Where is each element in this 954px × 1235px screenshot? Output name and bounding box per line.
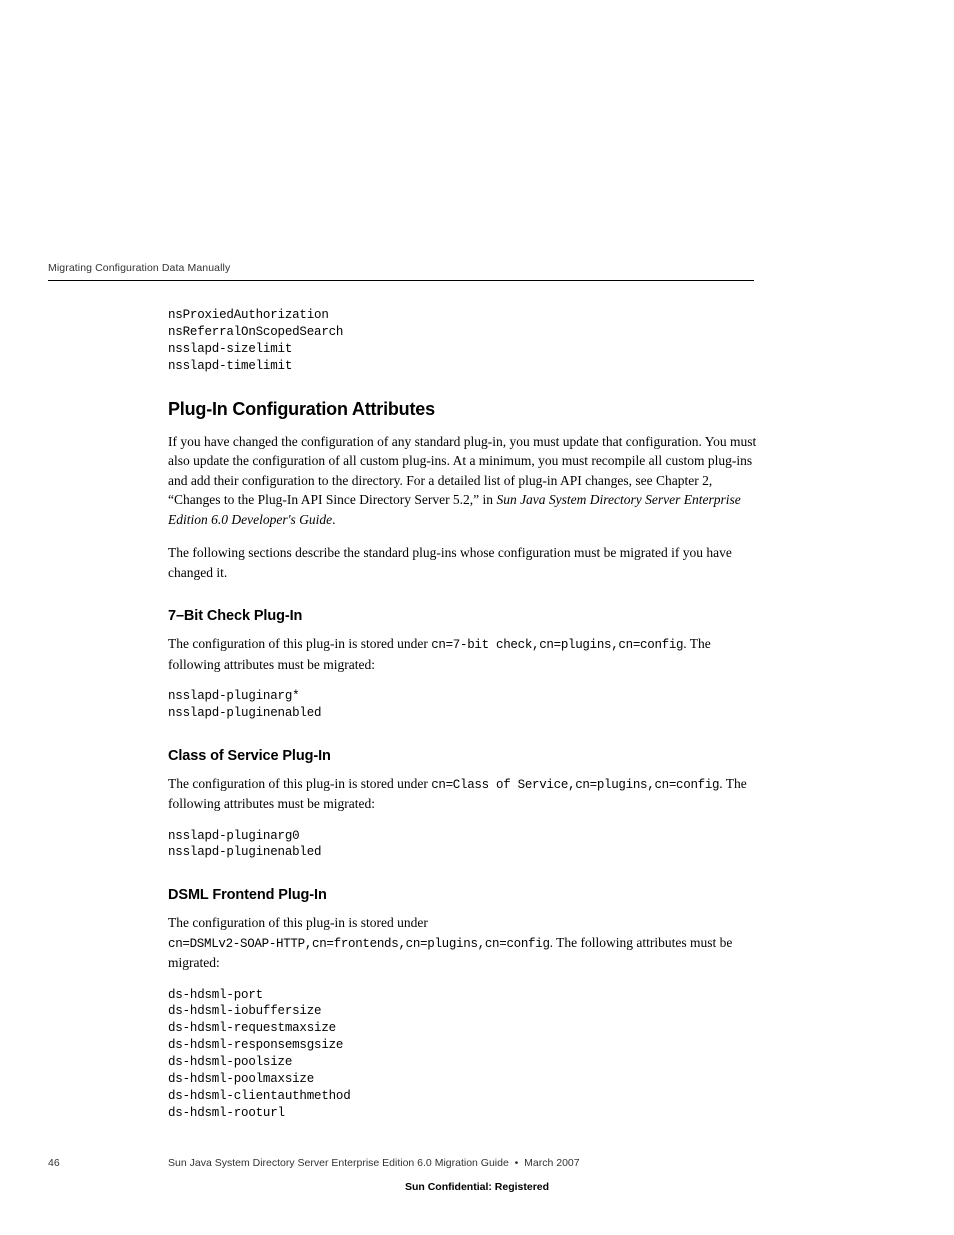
paragraph: The configuration of this plug-in is sto… bbox=[168, 774, 758, 814]
paragraph: The configuration of this plug-in is sto… bbox=[168, 913, 758, 972]
code-line: nsslapd-sizelimit bbox=[168, 341, 758, 358]
inline-code: cn=DSMLv2-SOAP-HTTP,cn=frontends,cn=plug… bbox=[168, 937, 550, 951]
code-line: nsslapd-pluginarg* bbox=[168, 688, 758, 705]
subsection-heading: Class of Service Plug-In bbox=[168, 748, 758, 764]
code-line: ds-hdsml-clientauthmethod bbox=[168, 1088, 758, 1105]
inline-code: cn=Class of Service,cn=plugins,cn=config bbox=[431, 778, 719, 792]
running-header: Migrating Configuration Data Manually bbox=[48, 262, 754, 281]
code-line: ds-hdsml-responsemsgsize bbox=[168, 1037, 758, 1054]
paragraph-text: The configuration of this plug-in is sto… bbox=[168, 636, 431, 651]
paragraph: If you have changed the configuration of… bbox=[168, 432, 758, 530]
code-line: nsslapd-pluginenabled bbox=[168, 705, 758, 722]
attribute-list: nsslapd-pluginarg0 nsslapd-pluginenabled bbox=[168, 828, 758, 862]
confidential-notice: Sun Confidential: Registered bbox=[48, 1181, 906, 1193]
footer-doc-title: Sun Java System Directory Server Enterpr… bbox=[168, 1157, 580, 1169]
code-line: ds-hdsml-port bbox=[168, 987, 758, 1004]
top-attribute-list: nsProxiedAuthorization nsReferralOnScope… bbox=[168, 307, 758, 375]
page-number: 46 bbox=[48, 1157, 168, 1169]
paragraph: The configuration of this plug-in is sto… bbox=[168, 634, 758, 674]
code-line: ds-hdsml-poolmaxsize bbox=[168, 1071, 758, 1088]
code-line: nsslapd-pluginenabled bbox=[168, 844, 758, 861]
code-line: nsslapd-timelimit bbox=[168, 358, 758, 375]
paragraph-text: The configuration of this plug-in is sto… bbox=[168, 776, 431, 791]
subsection-heading: DSML Frontend Plug-In bbox=[168, 887, 758, 903]
inline-code: cn=7-bit check,cn=plugins,cn=config bbox=[431, 638, 683, 652]
subsection-heading: 7–Bit Check Plug-In bbox=[168, 608, 758, 624]
code-line: nsslapd-pluginarg0 bbox=[168, 828, 758, 845]
page-footer: 46Sun Java System Directory Server Enter… bbox=[48, 1157, 906, 1193]
paragraph-text: The configuration of this plug-in is sto… bbox=[168, 915, 428, 930]
code-line: nsProxiedAuthorization bbox=[168, 307, 758, 324]
code-line: ds-hdsml-poolsize bbox=[168, 1054, 758, 1071]
main-content: nsProxiedAuthorization nsReferralOnScope… bbox=[168, 307, 758, 1122]
attribute-list: ds-hdsml-port ds-hdsml-iobuffersize ds-h… bbox=[168, 987, 758, 1122]
code-line: nsReferralOnScopedSearch bbox=[168, 324, 758, 341]
paragraph: The following sections describe the stan… bbox=[168, 543, 758, 582]
code-line: ds-hdsml-rooturl bbox=[168, 1105, 758, 1122]
code-line: ds-hdsml-iobuffersize bbox=[168, 1003, 758, 1020]
code-line: ds-hdsml-requestmaxsize bbox=[168, 1020, 758, 1037]
attribute-list: nsslapd-pluginarg* nsslapd-pluginenabled bbox=[168, 688, 758, 722]
section-heading: Plug-In Configuration Attributes bbox=[168, 399, 758, 420]
paragraph-text: . bbox=[332, 512, 335, 527]
